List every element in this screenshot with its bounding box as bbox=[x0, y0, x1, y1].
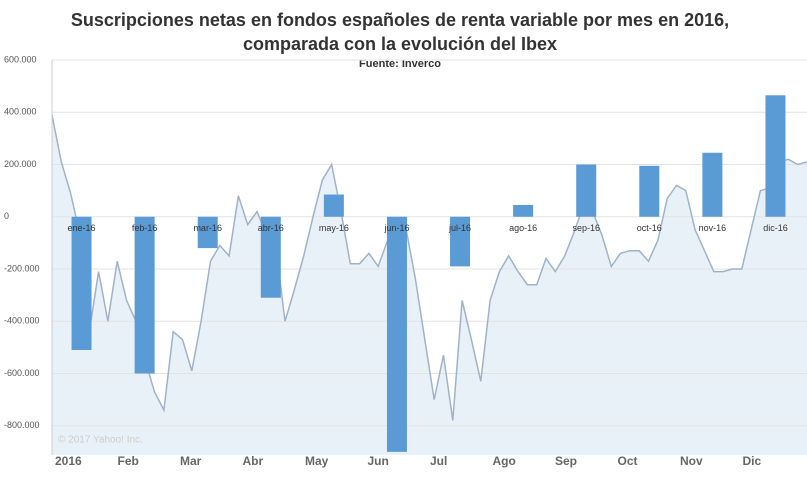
chart-title: comparada con la evolución del Ibex bbox=[243, 34, 557, 54]
bar bbox=[71, 216, 92, 350]
bar bbox=[639, 165, 660, 217]
x-axis-label: Oct bbox=[618, 454, 638, 468]
ibex-area bbox=[52, 114, 807, 456]
category-label: ago-16 bbox=[509, 223, 537, 233]
category-label: abr-16 bbox=[258, 223, 284, 233]
category-label: may-16 bbox=[319, 223, 349, 233]
category-label: sep-16 bbox=[572, 223, 600, 233]
x-axis-label: Ago bbox=[493, 454, 516, 468]
bar bbox=[702, 152, 723, 217]
x-axis-label: May bbox=[305, 454, 329, 468]
bar bbox=[576, 164, 597, 217]
y-tick-label: -200.000 bbox=[4, 263, 40, 273]
category-label: mar-16 bbox=[193, 223, 222, 233]
category-label: jun-16 bbox=[383, 223, 409, 233]
bar bbox=[197, 216, 218, 249]
x-axis-label: Feb bbox=[118, 454, 139, 468]
bar bbox=[765, 95, 786, 217]
y-tick-label: 200.000 bbox=[4, 159, 37, 169]
x-axis-label: Jul bbox=[430, 454, 447, 468]
x-axis-label: Abr bbox=[243, 454, 264, 468]
category-label: ene-16 bbox=[68, 223, 96, 233]
bar bbox=[260, 216, 281, 298]
category-label: feb-16 bbox=[132, 223, 158, 233]
category-label: jul-16 bbox=[448, 223, 471, 233]
bar bbox=[134, 216, 155, 374]
y-tick-label: -400.000 bbox=[4, 316, 40, 326]
x-axis-label: Jun bbox=[368, 454, 389, 468]
x-axis-label: 2016 bbox=[55, 454, 82, 468]
x-axis-label: Dic bbox=[743, 454, 762, 468]
y-tick-label: 600.000 bbox=[4, 54, 37, 64]
y-tick-label: 400.000 bbox=[4, 107, 37, 117]
x-axis-label: Nov bbox=[680, 454, 703, 468]
y-tick-label: -800.000 bbox=[4, 420, 40, 430]
y-tick-label: 0 bbox=[4, 211, 9, 221]
category-label: dic-16 bbox=[763, 223, 788, 233]
x-axis-label: Mar bbox=[180, 454, 202, 468]
x-axis-label: Sep bbox=[555, 454, 577, 468]
chart-title: Suscripciones netas en fondos españoles … bbox=[71, 10, 729, 30]
watermark: © 2017 Yahoo! Inc. bbox=[58, 435, 143, 446]
y-tick-label: -600.000 bbox=[4, 368, 40, 378]
bar bbox=[450, 216, 471, 267]
bar bbox=[386, 216, 407, 452]
bar bbox=[513, 204, 534, 217]
chart-subtitle: Fuente: Inverco bbox=[359, 58, 441, 70]
category-label: oct-16 bbox=[637, 223, 662, 233]
category-label: nov-16 bbox=[699, 223, 727, 233]
ibex-line bbox=[51, 114, 807, 421]
bar bbox=[323, 194, 344, 217]
